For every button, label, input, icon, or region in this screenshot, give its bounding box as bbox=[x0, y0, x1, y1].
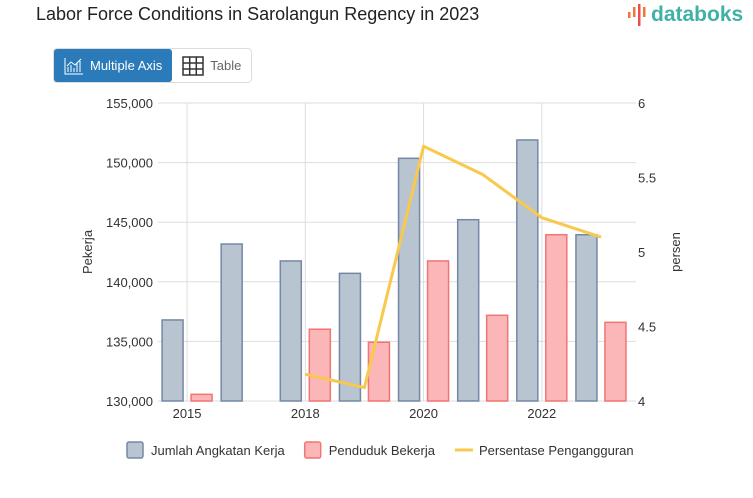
line-point bbox=[423, 145, 425, 147]
y2-tick-label: 4 bbox=[638, 394, 645, 409]
tab-label: Table bbox=[210, 58, 242, 73]
logo-text: databoks bbox=[651, 3, 744, 26]
y2-tick-label: 5.5 bbox=[638, 171, 656, 186]
bar-jumlah-angkatan-kerja bbox=[279, 260, 303, 402]
bar-jumlah-angkatan-kerja bbox=[575, 233, 598, 402]
bar-jumlah-angkatan-kerja bbox=[456, 218, 480, 402]
line-point bbox=[482, 174, 484, 176]
y-axis-title: Pekerja bbox=[80, 229, 95, 274]
y2-axis-title: persen bbox=[668, 232, 683, 272]
line-point bbox=[363, 387, 365, 389]
bar-penduduk-bekerja bbox=[604, 321, 627, 402]
y-tick-label: 155,000 bbox=[106, 96, 153, 111]
line-series bbox=[304, 144, 602, 390]
y-tick-label: 140,000 bbox=[106, 275, 153, 290]
bar-penduduk-bekerja bbox=[308, 328, 332, 402]
view-tabs: Multiple Axis Table bbox=[53, 48, 253, 83]
bar-penduduk-bekerja bbox=[367, 341, 391, 402]
y2-tick-label: 5 bbox=[638, 245, 645, 260]
y-tick-label: 145,000 bbox=[106, 215, 153, 230]
x-tick-label: 2015 bbox=[173, 406, 202, 421]
y2-tick-label: 4.5 bbox=[638, 320, 656, 335]
y2-tick-label: 6 bbox=[638, 96, 645, 111]
y-tick-label: 135,000 bbox=[106, 334, 153, 349]
bar-jumlah-angkatan-kerja bbox=[397, 157, 421, 402]
x-tick-label: 2020 bbox=[409, 406, 438, 421]
legend-swatch bbox=[303, 441, 322, 459]
legend-label: Penduduk Bekerja bbox=[329, 443, 436, 458]
legend-swatch bbox=[126, 441, 144, 459]
bar-penduduk-bekerja bbox=[545, 233, 568, 402]
y-tick-label: 130,000 bbox=[106, 394, 153, 409]
tab-table[interactable]: Table bbox=[172, 49, 251, 82]
line-point bbox=[541, 217, 543, 219]
x-tick-label: 2022 bbox=[527, 406, 556, 421]
tab-multiple-axis[interactable]: Multiple Axis bbox=[54, 49, 173, 82]
chart-title: Labor Force Conditions in Sarolangun Reg… bbox=[36, 4, 480, 24]
legend-label: Persentase Pengangguran bbox=[479, 443, 634, 458]
line-point bbox=[600, 236, 602, 238]
table-icon bbox=[182, 55, 204, 76]
legend-label: Jumlah Angkatan Kerja bbox=[151, 443, 285, 458]
bar-jumlah-angkatan-kerja bbox=[516, 139, 539, 402]
databoks-logo-icon bbox=[628, 4, 646, 26]
tab-label: Multiple Axis bbox=[90, 58, 163, 73]
y-tick-label: 150,000 bbox=[106, 156, 153, 171]
line-point bbox=[304, 373, 306, 375]
bar-penduduk-bekerja bbox=[485, 314, 509, 402]
bar-penduduk-bekerja bbox=[190, 393, 213, 402]
chart-icon bbox=[64, 57, 83, 74]
bar-jumlah-angkatan-kerja bbox=[161, 319, 184, 402]
x-tick-label: 2018 bbox=[291, 406, 320, 421]
databoks-logo[interactable]: databoks bbox=[627, 3, 743, 27]
bar-penduduk-bekerja bbox=[426, 260, 450, 402]
bar-jumlah-angkatan-kerja bbox=[220, 243, 243, 402]
bar-jumlah-angkatan-kerja bbox=[338, 272, 362, 402]
